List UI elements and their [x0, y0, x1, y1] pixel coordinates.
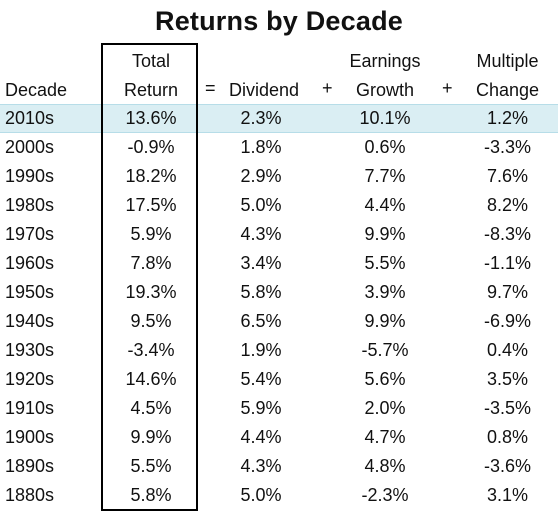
- decade-cell: 1970s: [5, 224, 55, 244]
- dividend-cell: 5.9%: [240, 398, 282, 418]
- table-row: 1900s 9.9% 4.4% 4.7% 0.8%: [0, 423, 558, 452]
- earnings-growth-cell: -5.7%: [361, 340, 409, 360]
- header-earnings-line1: Earnings: [349, 51, 421, 71]
- decade-cell: 1910s: [5, 398, 55, 418]
- multiple-change-cell: 1.2%: [486, 108, 529, 128]
- table-row: 1930s -3.4% 1.9% -5.7% 0.4%: [0, 336, 558, 365]
- dividend-cell: 3.4%: [240, 253, 282, 273]
- dividend-cell: 6.5%: [240, 311, 282, 331]
- total-return-cell: 5.8%: [130, 485, 172, 505]
- dividend-cell: 4.3%: [240, 456, 282, 476]
- header-equals-sign: =: [205, 78, 216, 98]
- multiple-change-cell: -3.3%: [483, 137, 532, 157]
- table-row: 1970s 5.9% 4.3% 9.9% -8.3%: [0, 220, 558, 249]
- total-return-cell: 4.5%: [130, 398, 172, 418]
- decade-cell: 1930s: [5, 340, 55, 360]
- multiple-change-cell: 0.8%: [486, 427, 529, 447]
- header-plus-sign-2: +: [442, 78, 453, 98]
- decade-cell: 1990s: [5, 166, 55, 186]
- dividend-cell: 5.0%: [240, 485, 282, 505]
- earnings-growth-cell: 4.8%: [364, 456, 406, 476]
- decade-cell: 1950s: [5, 282, 55, 302]
- dividend-cell: 1.8%: [240, 137, 282, 157]
- multiple-change-cell: -1.1%: [483, 253, 532, 273]
- total-return-cell: -0.9%: [127, 137, 175, 157]
- dividend-cell: 2.9%: [240, 166, 282, 186]
- dividend-cell: 4.4%: [240, 427, 282, 447]
- total-return-cell: 5.5%: [130, 456, 172, 476]
- header-earnings-line2: Growth: [355, 80, 415, 100]
- decade-cell: 1940s: [5, 311, 55, 331]
- earnings-growth-cell: 5.6%: [364, 369, 406, 389]
- decade-cell: 1920s: [5, 369, 55, 389]
- multiple-change-cell: 8.2%: [486, 195, 529, 215]
- multiple-change-cell: 3.1%: [486, 485, 529, 505]
- total-return-cell: 19.3%: [125, 282, 177, 302]
- earnings-growth-cell: 7.7%: [364, 166, 406, 186]
- total-return-cell: 13.6%: [125, 108, 177, 128]
- multiple-change-cell: 3.5%: [486, 369, 529, 389]
- earnings-growth-cell: 2.0%: [364, 398, 406, 418]
- earnings-growth-cell: 4.4%: [364, 195, 406, 215]
- table-row: 2010s 13.6% 2.3% 10.1% 1.2%: [0, 104, 558, 133]
- header-decade: Decade: [5, 80, 68, 100]
- earnings-growth-cell: 10.1%: [359, 108, 411, 128]
- earnings-growth-cell: 0.6%: [364, 137, 406, 157]
- total-return-cell: 9.5%: [130, 311, 172, 331]
- table-title: Returns by Decade: [155, 6, 403, 36]
- table-row: 1960s 7.8% 3.4% 5.5% -1.1%: [0, 249, 558, 278]
- total-return-cell: 5.9%: [130, 224, 172, 244]
- decade-cell: 1980s: [5, 195, 55, 215]
- table-row: 1990s 18.2% 2.9% 7.7% 7.6%: [0, 162, 558, 191]
- decade-cell: 2010s: [5, 108, 55, 128]
- dividend-cell: 4.3%: [240, 224, 282, 244]
- header-dividend: Dividend: [229, 80, 300, 100]
- table-row: 1980s 17.5% 5.0% 4.4% 8.2%: [0, 191, 558, 220]
- multiple-change-cell: -3.5%: [483, 398, 532, 418]
- dividend-cell: 5.4%: [240, 369, 282, 389]
- table-row: 1940s 9.5% 6.5% 9.9% -6.9%: [0, 307, 558, 336]
- earnings-growth-cell: -2.3%: [361, 485, 409, 505]
- total-return-cell: 17.5%: [125, 195, 177, 215]
- dividend-cell: 2.3%: [240, 108, 282, 128]
- multiple-change-cell: -8.3%: [483, 224, 532, 244]
- total-return-cell: 7.8%: [130, 253, 172, 273]
- earnings-growth-cell: 9.9%: [364, 311, 406, 331]
- total-return-cell: 18.2%: [125, 166, 177, 186]
- total-return-cell: 14.6%: [125, 369, 177, 389]
- earnings-growth-cell: 4.7%: [364, 427, 406, 447]
- header-multiple-line2: Change: [475, 80, 540, 100]
- decade-cell: 2000s: [5, 137, 55, 157]
- table-row: 1880s 5.8% 5.0% -2.3% 3.1%: [0, 481, 558, 510]
- total-return-cell: -3.4%: [127, 340, 175, 360]
- decade-cell: 1880s: [5, 485, 55, 505]
- decade-cell: 1960s: [5, 253, 55, 273]
- multiple-change-cell: 0.4%: [486, 340, 529, 360]
- earnings-growth-cell: 5.5%: [364, 253, 406, 273]
- multiple-change-cell: -6.9%: [483, 311, 532, 331]
- dividend-cell: 5.0%: [240, 195, 282, 215]
- table-row: 2000s -0.9% 1.8% 0.6% -3.3%: [0, 133, 558, 162]
- header-plus-sign-1: +: [322, 78, 333, 98]
- earnings-growth-cell: 3.9%: [364, 282, 406, 302]
- table-row: 1890s 5.5% 4.3% 4.8% -3.6%: [0, 452, 558, 481]
- table-row: 1950s 19.3% 5.8% 3.9% 9.7%: [0, 278, 558, 307]
- dividend-cell: 5.8%: [240, 282, 282, 302]
- earnings-growth-cell: 9.9%: [364, 224, 406, 244]
- header-total-line2: Return: [123, 80, 179, 100]
- dividend-cell: 1.9%: [240, 340, 282, 360]
- decade-cell: 1900s: [5, 427, 55, 447]
- multiple-change-cell: 9.7%: [486, 282, 529, 302]
- table-row: 1910s 4.5% 5.9% 2.0% -3.5%: [0, 394, 558, 423]
- table-row: 1920s 14.6% 5.4% 5.6% 3.5%: [0, 365, 558, 394]
- header-total-line1: Total: [131, 51, 171, 71]
- multiple-change-cell: -3.6%: [483, 456, 532, 476]
- decade-cell: 1890s: [5, 456, 55, 476]
- total-return-cell: 9.9%: [130, 427, 172, 447]
- multiple-change-cell: 7.6%: [486, 166, 529, 186]
- header-multiple-line1: Multiple: [476, 51, 539, 71]
